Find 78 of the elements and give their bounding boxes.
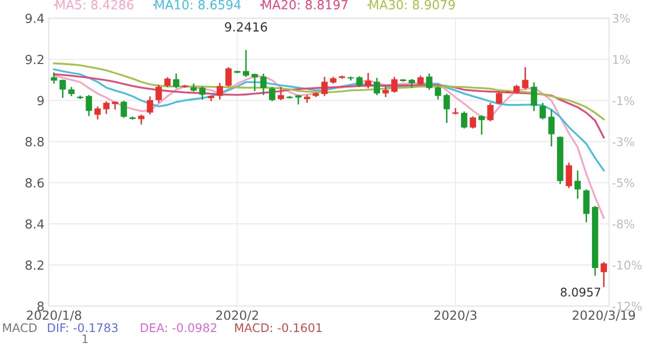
candlestick <box>522 67 528 90</box>
candlestick <box>478 115 485 135</box>
y2-tick-label: -10% <box>612 260 642 270</box>
candlestick <box>434 86 442 100</box>
candlestick <box>295 94 302 104</box>
candlestick <box>574 170 581 199</box>
candlestick <box>530 82 538 112</box>
candlestick <box>242 50 250 78</box>
candlestick <box>103 101 110 114</box>
candlestick <box>400 79 406 82</box>
y-tick-label: 8.4 <box>26 219 44 229</box>
candlestick <box>86 94 92 116</box>
candlestick <box>566 162 572 188</box>
y-tick-label: 9.4 <box>25 14 44 24</box>
annotation: 9.2416 <box>224 22 268 32</box>
candlestick <box>321 76 328 96</box>
candlestick <box>269 86 276 102</box>
y-tick-label: 8.8 <box>26 137 44 146</box>
line-series <box>53 74 605 219</box>
text: MACD: -0.1601 <box>235 323 322 332</box>
text: DIF: -0.1783 <box>48 323 118 332</box>
y-tick-label: 9.2 <box>25 54 44 64</box>
y2-tick-label: -1% <box>612 96 634 106</box>
candlestick <box>540 103 546 120</box>
candlestick <box>225 67 232 87</box>
y2-tick-label: 1% <box>613 55 630 64</box>
candlestick <box>470 116 476 128</box>
candlestick <box>199 86 206 100</box>
y2-tick-label: -3% <box>612 137 634 146</box>
legend-label: MA5: 8.4286 <box>56 0 134 10</box>
candlestick <box>461 111 468 128</box>
x-tick-label: 2020/1/8 <box>26 310 82 321</box>
candlestick <box>156 84 162 103</box>
candlestick <box>260 74 267 96</box>
x-tick-label: 2020/3 <box>434 310 476 321</box>
x-tick-label: 2020/2 <box>216 310 258 321</box>
candlestick <box>444 94 450 123</box>
candlestick <box>216 83 223 100</box>
candlestick <box>583 189 590 222</box>
text: DEA: -0.0982 <box>140 323 216 332</box>
candlestick <box>173 74 180 88</box>
candlestick <box>382 86 389 97</box>
candlestick <box>208 96 214 102</box>
candlestick <box>50 72 58 84</box>
y-tick-label: 8 <box>37 302 44 311</box>
y2-tick-label: -12% <box>612 302 642 311</box>
y2-tick-label: -5% <box>612 178 634 188</box>
candlestick <box>600 262 607 288</box>
y2-tick-label: -8% <box>612 219 634 228</box>
candlestick <box>426 74 432 90</box>
legend-label: MA10: 8.6594 <box>155 0 241 10</box>
candlestick <box>252 74 258 92</box>
candlestick <box>146 96 154 114</box>
candlestick <box>548 110 555 146</box>
candlestick <box>278 86 284 100</box>
candlestick <box>487 103 494 122</box>
text: MACD <box>3 323 37 332</box>
candlestick <box>94 106 101 120</box>
legend-label: MA20: 8.8197 <box>262 0 348 10</box>
candlestick <box>60 80 66 98</box>
x-tick-label: 2020/3/19 <box>572 310 635 321</box>
candlestick <box>120 100 127 118</box>
candlestick <box>348 76 354 81</box>
candlestick <box>374 78 380 96</box>
y-tick-label: 8.2 <box>26 260 44 270</box>
line-series <box>53 68 605 172</box>
text: 1 <box>82 334 88 344</box>
annotation: 8.0957 <box>560 288 600 297</box>
candlestick <box>356 76 363 88</box>
line-series <box>53 62 605 120</box>
candlestick <box>496 91 502 104</box>
y-tick-label: 8.6 <box>26 178 44 188</box>
candlestick <box>391 76 398 93</box>
legend-label: MA30: 8.9079 <box>370 0 455 10</box>
line-series <box>53 73 605 138</box>
y-tick-label: 9 <box>37 96 44 106</box>
candlestick <box>365 72 372 88</box>
y2-tick-label: 3% <box>612 14 630 23</box>
